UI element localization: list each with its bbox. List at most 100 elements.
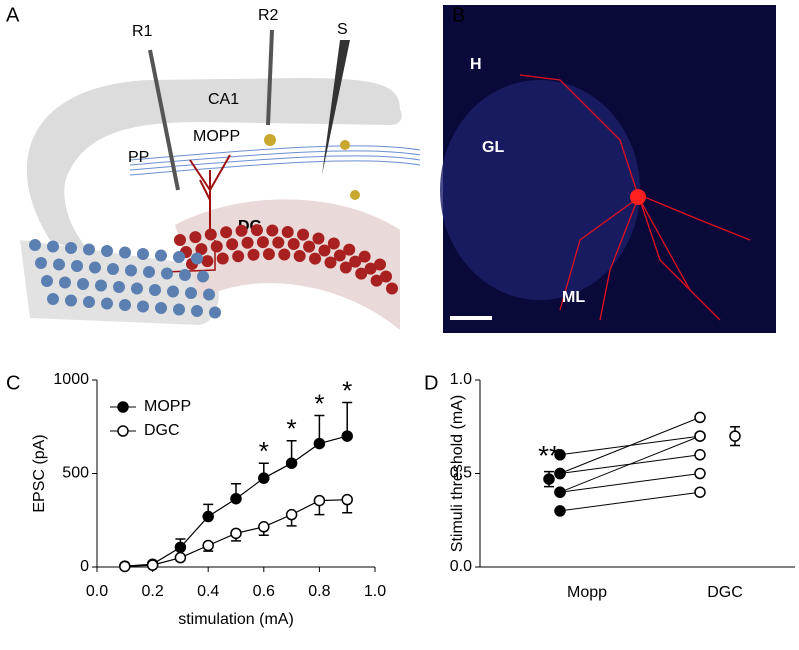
diagram-label: CA1: [208, 91, 239, 108]
pyramidal-cell: [59, 276, 71, 289]
diagram-label: R2: [258, 7, 279, 24]
granule-cell-body: [210, 240, 223, 253]
pyramidal-cell: [185, 287, 197, 299]
diagram: A R1 R2 S CA1 MOPP PP DG: [6, 4, 421, 330]
data-point: [174, 551, 187, 564]
data-point: [258, 472, 270, 484]
data-point: [694, 430, 706, 442]
mean-point: [729, 430, 741, 442]
pyramidal-cell: [65, 242, 77, 254]
legend-marker: [117, 401, 129, 413]
panel-label: D: [424, 372, 438, 394]
pyramidal-cell: [119, 299, 131, 311]
granule-cell-body: [281, 225, 294, 238]
pyramidal-cell: [41, 275, 53, 287]
data-point: [341, 430, 353, 442]
y-tick-label: 0.5: [450, 465, 472, 482]
glia: [340, 140, 350, 150]
data-point: [694, 486, 706, 498]
pyramidal-cell: [167, 285, 179, 298]
significance-mark: **: [538, 440, 560, 471]
y-tick-label: 0.0: [450, 558, 472, 575]
x-tick-label: 0.0: [86, 583, 108, 600]
granule-cell-body: [220, 226, 233, 239]
granule-cell-body: [256, 236, 269, 249]
electrode-r1: [148, 49, 180, 191]
pyramidal-cell: [197, 270, 209, 283]
significance-mark: *: [259, 436, 269, 466]
data-point: [230, 527, 242, 540]
pyramidal-cell: [35, 257, 47, 269]
diagram-label: PP: [128, 149, 149, 166]
x-tick-label: DGC: [707, 584, 743, 601]
granule-cell: [189, 154, 231, 230]
panel-label: C: [6, 372, 20, 394]
pyramidal-cell: [209, 306, 221, 319]
soma: [630, 189, 646, 205]
pyramidal-cell: [29, 239, 41, 251]
image-label: H: [470, 56, 482, 73]
granule-cell-body: [241, 236, 254, 249]
pyramidal-cell: [137, 300, 149, 313]
y-axis-label: Stimuli threshold (mA): [449, 395, 466, 552]
mopp-cell: [264, 134, 276, 146]
diagram-label: S: [337, 21, 348, 38]
y-axis-label: EPSC (pA): [31, 434, 48, 512]
granule-cell-body: [339, 261, 352, 274]
pyramidal-cell: [149, 284, 161, 296]
y-tick-label: 500: [62, 465, 89, 482]
pyramidal-cell: [71, 260, 83, 272]
granule-cell-body: [358, 250, 371, 263]
data-point: [554, 486, 566, 498]
x-axis-label: stimulation (mA): [178, 611, 294, 628]
pyramidal-cell: [65, 294, 77, 307]
glia: [350, 190, 360, 200]
granule-cell-body: [204, 228, 217, 241]
pair-line: [559, 473, 701, 493]
pyramidal-cell: [173, 303, 185, 316]
pyramidal-cell: [89, 261, 101, 274]
granule-cell-body: [201, 255, 214, 268]
x-tick-label: 0.2: [141, 583, 163, 600]
diagram-label: R1: [132, 23, 153, 40]
granule-cell-body: [343, 243, 356, 256]
neuron: [519, 74, 751, 321]
pyramidal-cell: [125, 264, 137, 277]
data-point: [285, 508, 298, 521]
data-point: [202, 539, 214, 552]
data-point: [313, 437, 326, 450]
significance-mark: *: [287, 414, 297, 444]
pyramidal-cell: [101, 245, 113, 257]
pyramidal-cell: [155, 302, 167, 314]
granule-cell-body: [327, 237, 340, 250]
legend-label: DGC: [144, 422, 180, 439]
data-point: [146, 559, 159, 571]
data-point: [313, 494, 326, 507]
granule-cell-body: [262, 248, 275, 261]
data-point: [285, 457, 298, 469]
pyramidal-cell: [155, 249, 167, 262]
granule-cell-body: [380, 270, 392, 283]
mean-point: [543, 473, 555, 485]
pair-line: [559, 416, 701, 474]
pair-line: [559, 491, 701, 512]
granule-cell-body: [287, 237, 300, 250]
pyramidal-cell: [107, 263, 119, 275]
significance-mark: *: [342, 375, 352, 405]
pyramidal-cell: [119, 246, 131, 259]
pyramidal-cell: [191, 305, 203, 317]
granule-cell-body: [324, 256, 337, 269]
x-tick-label: 1.0: [364, 583, 386, 600]
granule-cell-body: [312, 232, 325, 245]
pyramidal-cell: [101, 297, 113, 310]
granule-cell-body: [349, 255, 362, 268]
diagram-label: MOPP: [193, 128, 240, 145]
pyramidal-cell: [47, 240, 59, 253]
granule-cell-body: [216, 252, 229, 265]
data-point: [694, 449, 706, 461]
pyramidal-cell: [137, 248, 149, 260]
y-tick-label: 1.0: [450, 371, 472, 388]
micrograph: B H GL ML: [440, 4, 776, 333]
granule-cell-body: [293, 249, 306, 262]
